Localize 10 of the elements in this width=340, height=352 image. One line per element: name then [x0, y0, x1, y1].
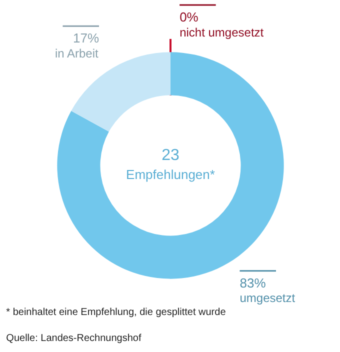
- category-label: nicht umgesetzt: [180, 25, 264, 40]
- slice-label: umgesetzt: [240, 291, 296, 306]
- data-label: 17%: [72, 30, 100, 46]
- data-label: 83%: [240, 275, 266, 290]
- text: 0%: [180, 10, 198, 25]
- source-note: Quelle: Landes-Rechnungshof: [6, 332, 142, 344]
- text: * beinhaltet eine Empfehlung, die gesplittet wurde: [6, 306, 226, 318]
- text: 23: [162, 147, 180, 164]
- slice-label: in Arbeit: [54, 46, 100, 61]
- text: Empfehlungen*: [126, 167, 215, 182]
